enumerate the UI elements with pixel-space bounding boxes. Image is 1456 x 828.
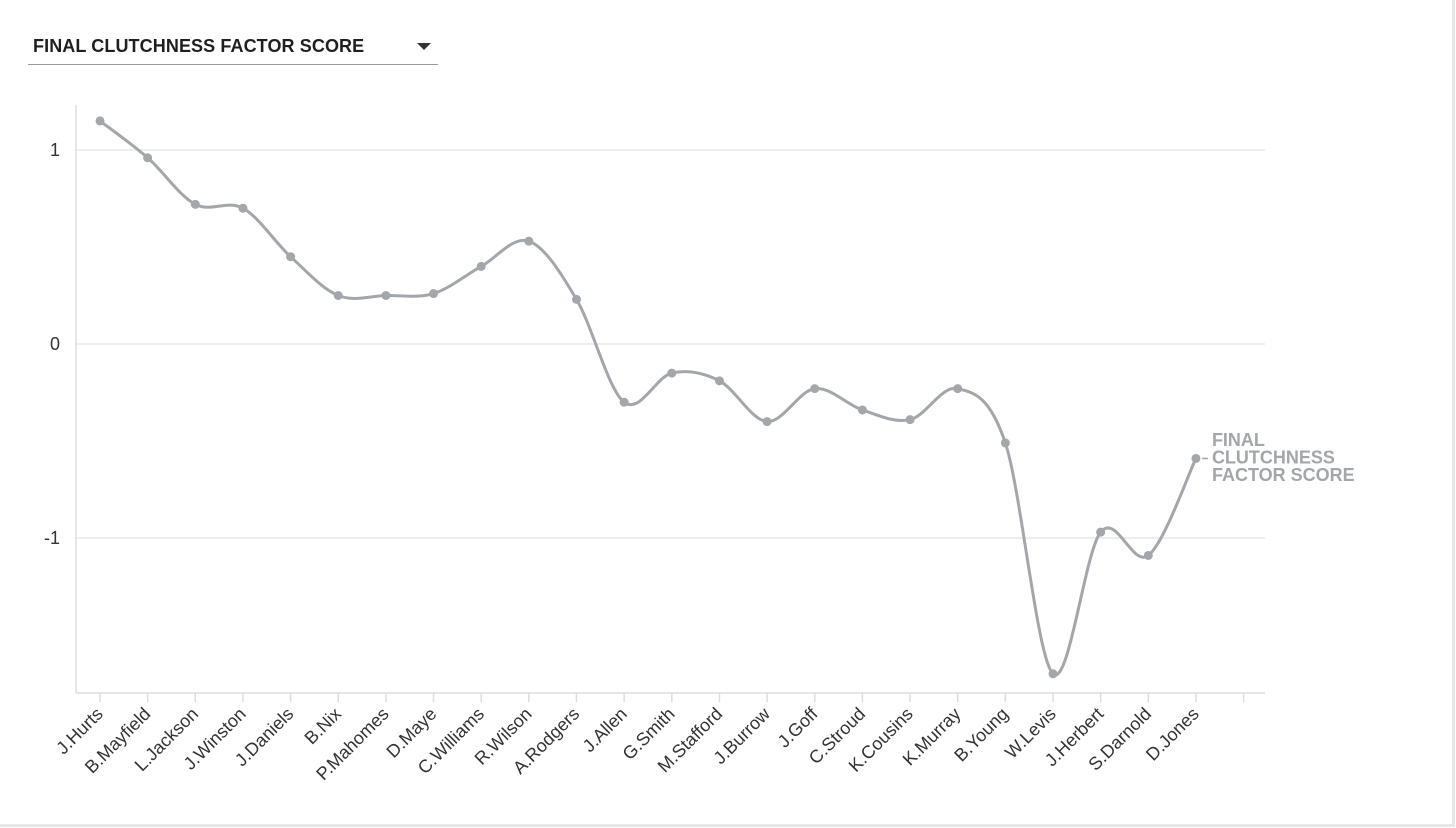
y-tick-label: -1 bbox=[44, 528, 60, 548]
data-point bbox=[953, 384, 963, 394]
x-tick-label: B.Nix bbox=[301, 704, 346, 749]
data-point bbox=[333, 291, 343, 300]
y-tick-label: 0 bbox=[50, 334, 60, 354]
data-point bbox=[524, 236, 534, 246]
caret-down-icon[interactable] bbox=[417, 43, 431, 50]
data-point bbox=[95, 116, 105, 126]
data-point bbox=[572, 294, 581, 304]
series-line bbox=[98, 119, 1198, 677]
data-point bbox=[667, 368, 677, 378]
data-point bbox=[238, 203, 248, 213]
data-point bbox=[143, 153, 153, 163]
data-point bbox=[1143, 550, 1153, 560]
data-point bbox=[1048, 669, 1058, 679]
metric-dropdown-label: FINAL CLUTCHNESS FACTOR SCORE bbox=[33, 36, 365, 56]
data-point bbox=[381, 291, 391, 300]
data-point bbox=[905, 415, 915, 425]
data-point bbox=[1191, 453, 1201, 463]
metric-dropdown[interactable]: FINAL CLUTCHNESS FACTOR SCORE bbox=[28, 28, 438, 65]
series-label: FINAL bbox=[1212, 430, 1265, 450]
data-point bbox=[857, 405, 867, 415]
series-label: CLUTCHNESS bbox=[1212, 447, 1335, 467]
data-point bbox=[286, 252, 296, 262]
data-point bbox=[1096, 527, 1106, 537]
x-tick-label: D.Jones bbox=[1142, 704, 1203, 765]
data-point bbox=[190, 199, 200, 209]
series-label: FACTOR SCORE bbox=[1212, 465, 1355, 485]
data-point bbox=[429, 289, 439, 299]
data-point bbox=[476, 261, 486, 271]
data-point bbox=[1000, 438, 1010, 448]
y-tick-label: 1 bbox=[50, 140, 60, 160]
data-point bbox=[714, 376, 724, 386]
data-point bbox=[619, 397, 629, 407]
data-point bbox=[762, 417, 772, 427]
data-point bbox=[810, 384, 820, 394]
